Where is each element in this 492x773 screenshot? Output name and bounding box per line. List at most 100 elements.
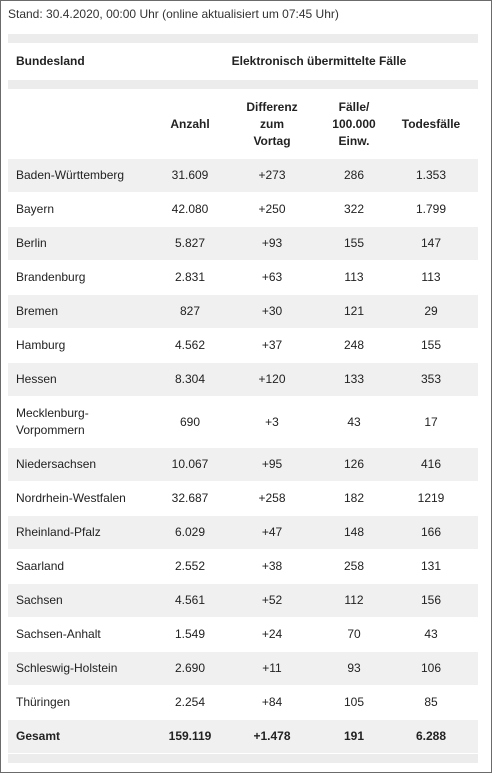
state-cell: Sachsen-Anhalt <box>8 617 160 652</box>
value-cell: 155 <box>324 226 384 261</box>
value-cell: 2.690 <box>160 651 220 686</box>
value-cell: 113 <box>384 260 478 295</box>
value-cell: +47 <box>220 515 324 550</box>
value-cell: 1.353 <box>384 158 478 193</box>
timestamp: Stand: 30.4.2020, 00:00 Uhr (online aktu… <box>8 7 339 21</box>
value-cell: 258 <box>324 549 384 584</box>
value-cell: 31.609 <box>160 158 220 193</box>
state-cell: Baden-Württemberg <box>8 158 160 193</box>
value-cell: 133 <box>324 362 384 397</box>
state-cell: Bayern <box>8 192 160 227</box>
header-cell: Fälle/ 100.000 Einw. <box>324 89 384 159</box>
value-cell: +3 <box>220 396 324 448</box>
table-row: Berlin 5.827 +93 155 147 <box>8 226 478 261</box>
state-cell: Gesamt <box>8 719 160 754</box>
value-cell: +250 <box>220 192 324 227</box>
table-row: Hessen 8.304 +120 133 353 <box>8 362 478 397</box>
state-cell: Niedersachsen <box>8 447 160 482</box>
table-row: Schleswig-Holstein 2.690 +11 93 106 <box>8 651 478 686</box>
table-row: Rheinland-Pfalz 6.029 +47 148 166 <box>8 515 478 550</box>
value-cell: 286 <box>324 158 384 193</box>
value-cell: 416 <box>384 447 478 482</box>
band <box>8 33 478 44</box>
value-cell: +84 <box>220 685 324 720</box>
value-cell: 155 <box>384 328 478 363</box>
band-cell <box>8 753 478 763</box>
value-cell: 43 <box>384 617 478 652</box>
header-cell <box>8 89 160 159</box>
header-cell: Todesfälle <box>384 89 478 159</box>
column-header-row: Anzahl Differenz zum Vortag Fälle/ 100.0… <box>8 89 478 159</box>
value-cell: 17 <box>384 396 478 448</box>
state-cell: Bremen <box>8 294 160 329</box>
value-cell: 5.827 <box>160 226 220 261</box>
value-cell: 10.067 <box>160 447 220 482</box>
value-cell: 690 <box>160 396 220 448</box>
table-body: Bundesland Elektronisch übermittelte Fäl… <box>8 33 478 763</box>
value-cell: 121 <box>324 294 384 329</box>
value-cell: 191 <box>324 719 384 754</box>
state-cell: Schleswig-Holstein <box>8 651 160 686</box>
table-row: Sachsen-Anhalt 1.549 +24 70 43 <box>8 617 478 652</box>
value-cell: +11 <box>220 651 324 686</box>
band <box>8 79 478 90</box>
value-cell: 4.561 <box>160 583 220 618</box>
value-cell: 2.552 <box>160 549 220 584</box>
value-cell: 182 <box>324 481 384 516</box>
value-cell: +120 <box>220 362 324 397</box>
value-cell: 85 <box>384 685 478 720</box>
table-row: Mecklenburg- Vorpommern 690 +3 43 17 <box>8 396 478 448</box>
table-row: Baden-Württemberg 31.609 +273 286 1.353 <box>8 158 478 193</box>
value-cell: 1.549 <box>160 617 220 652</box>
state-cell: Hessen <box>8 362 160 397</box>
value-cell: 827 <box>160 294 220 329</box>
value-cell: 147 <box>384 226 478 261</box>
value-cell: 126 <box>324 447 384 482</box>
value-cell: 6.029 <box>160 515 220 550</box>
value-cell: +24 <box>220 617 324 652</box>
table-row: Hamburg 4.562 +37 248 155 <box>8 328 478 363</box>
value-cell: 8.304 <box>160 362 220 397</box>
value-cell: 70 <box>324 617 384 652</box>
value-cell: +38 <box>220 549 324 584</box>
value-cell: 148 <box>324 515 384 550</box>
group-header-row: Bundesland Elektronisch übermittelte Fäl… <box>8 43 478 80</box>
value-cell: +52 <box>220 583 324 618</box>
value-cell: 131 <box>384 549 478 584</box>
table-row: Saarland 2.552 +38 258 131 <box>8 549 478 584</box>
table-row: Nordrhein-Westfalen 32.687 +258 182 1219 <box>8 481 478 516</box>
value-cell: +95 <box>220 447 324 482</box>
value-cell: +30 <box>220 294 324 329</box>
value-cell: 112 <box>324 583 384 618</box>
table-row: Niedersachsen 10.067 +95 126 416 <box>8 447 478 482</box>
value-cell: 156 <box>384 583 478 618</box>
value-cell: 105 <box>324 685 384 720</box>
value-cell: 29 <box>384 294 478 329</box>
state-cell: Mecklenburg- Vorpommern <box>8 396 160 448</box>
value-cell: 353 <box>384 362 478 397</box>
case-table: Bundesland Elektronisch übermittelte Fäl… <box>8 33 478 763</box>
state-cell: Hamburg <box>8 328 160 363</box>
state-cell: Berlin <box>8 226 160 261</box>
value-cell: 159.119 <box>160 719 220 754</box>
table-row: Bremen 827 +30 121 29 <box>8 294 478 329</box>
value-cell: +273 <box>220 158 324 193</box>
state-cell: Sachsen <box>8 583 160 618</box>
state-cell: Saarland <box>8 549 160 584</box>
value-cell: 1219 <box>384 481 478 516</box>
value-cell: 322 <box>324 192 384 227</box>
value-cell: +258 <box>220 481 324 516</box>
table-row: Sachsen 4.561 +52 112 156 <box>8 583 478 618</box>
value-cell: +63 <box>220 260 324 295</box>
value-cell: 32.687 <box>160 481 220 516</box>
value-cell: 4.562 <box>160 328 220 363</box>
table-row: Gesamt 159.119 +1.478 191 6.288 <box>8 719 478 754</box>
value-cell: 106 <box>384 651 478 686</box>
value-cell: 166 <box>384 515 478 550</box>
state-cell: Nordrhein-Westfalen <box>8 481 160 516</box>
value-cell: 42.080 <box>160 192 220 227</box>
value-cell: 2.831 <box>160 260 220 295</box>
table-row: Brandenburg 2.831 +63 113 113 <box>8 260 478 295</box>
state-cell: Brandenburg <box>8 260 160 295</box>
